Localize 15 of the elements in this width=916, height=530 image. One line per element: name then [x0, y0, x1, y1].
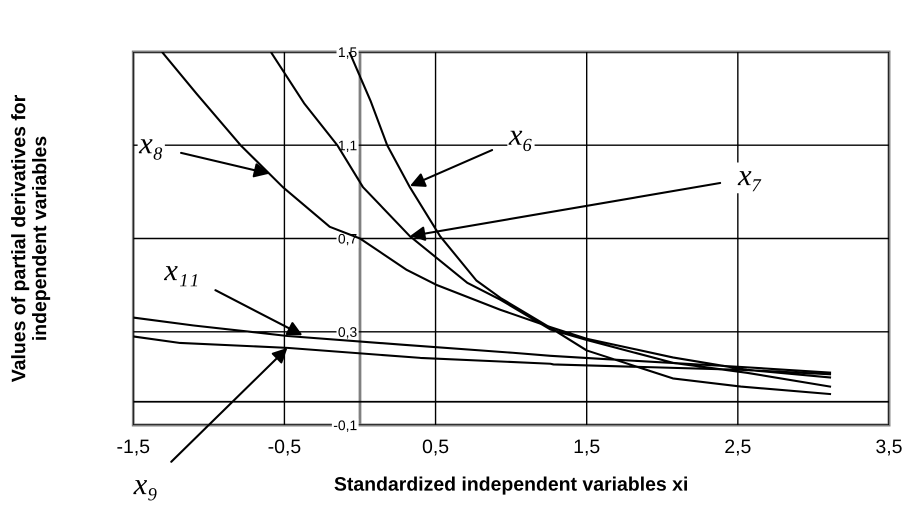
x-tick-label: 2,5 — [725, 439, 751, 456]
x-axis-title: Standardized independent variables xi — [334, 476, 687, 495]
annotation: x₈ — [138, 139, 162, 160]
x-tick-label: 1,5 — [574, 440, 600, 456]
x-tick-label: -0,5 — [268, 439, 300, 456]
x-tick-label: -1,5 — [117, 440, 150, 456]
annotation: x₉ — [133, 480, 157, 500]
annotation: x₇ — [738, 171, 762, 192]
y-axis-title: Values of partial derivatives for independent variables — [11, 95, 50, 382]
y-tick-label: 0,3 — [338, 327, 357, 339]
annotation: x₆ — [508, 130, 532, 152]
x-tick-label: 0,5 — [422, 439, 448, 456]
x-tick-label: 3,5 — [876, 439, 902, 456]
annotation: x₁₁ — [164, 266, 198, 286]
y-tick-label: -0,1 — [334, 420, 357, 432]
